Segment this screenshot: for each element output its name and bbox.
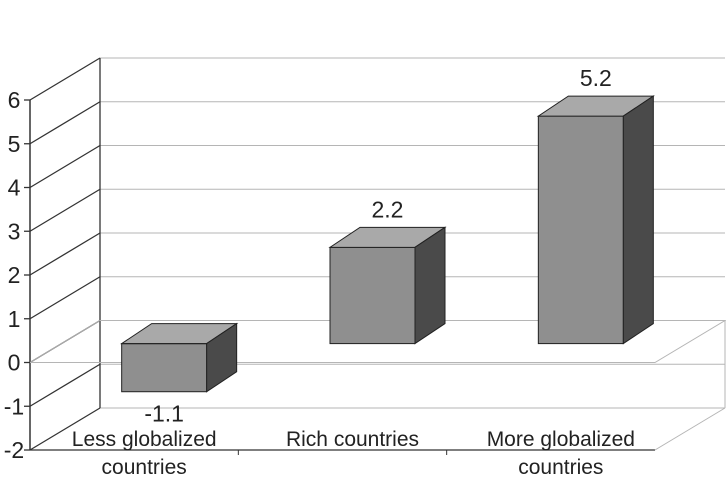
bar-side	[206, 322, 238, 393]
left-wall-gridline	[29, 363, 101, 407]
left-wall-gridline	[29, 188, 101, 232]
bar-front	[329, 246, 416, 345]
left-wall-gridline	[29, 232, 101, 276]
bars	[120, 95, 655, 393]
y-tick-label: 3	[8, 218, 21, 244]
y-tick-label: 0	[8, 350, 21, 376]
data-label: -1.1	[144, 401, 184, 427]
x-axis-right-edge	[654, 407, 726, 451]
category-label: More globalized	[487, 428, 635, 451]
bar-front	[537, 115, 624, 345]
category-label: Less globalized	[72, 428, 217, 451]
category-label: Rich countries	[286, 428, 419, 451]
data-label: 2.2	[372, 196, 404, 222]
bar	[328, 226, 447, 345]
bar	[120, 322, 239, 393]
bar-side	[414, 226, 446, 345]
y-tick-labels: -2 -1 0 1 2 3 4 5 6	[4, 87, 30, 463]
y-tick-label: 2	[8, 262, 21, 288]
y-tick-label: 4	[8, 175, 21, 201]
category-label: countries	[102, 456, 187, 479]
bar	[536, 95, 655, 345]
category-labels: Less globalized countries Rich countries Mo…	[72, 428, 635, 479]
data-label: 5.2	[580, 65, 612, 91]
left-wall-gridline	[29, 276, 101, 320]
category-label: countries	[518, 456, 603, 479]
left-wall-gridline	[29, 101, 101, 145]
y-tick-label: 1	[8, 306, 21, 332]
y-tick-label: 5	[8, 131, 21, 157]
y-tick-label: 6	[8, 87, 21, 113]
left-wall-gridline	[29, 407, 101, 451]
left-wall-gridline	[29, 144, 101, 189]
data-labels: -1.1 2.2 5.2	[144, 65, 611, 427]
bar-front	[121, 343, 208, 393]
y-tick-label: -2	[4, 437, 24, 463]
left-wall-gridline	[29, 57, 101, 101]
y-tick-label: -1	[4, 393, 24, 419]
bar-side	[622, 95, 654, 345]
